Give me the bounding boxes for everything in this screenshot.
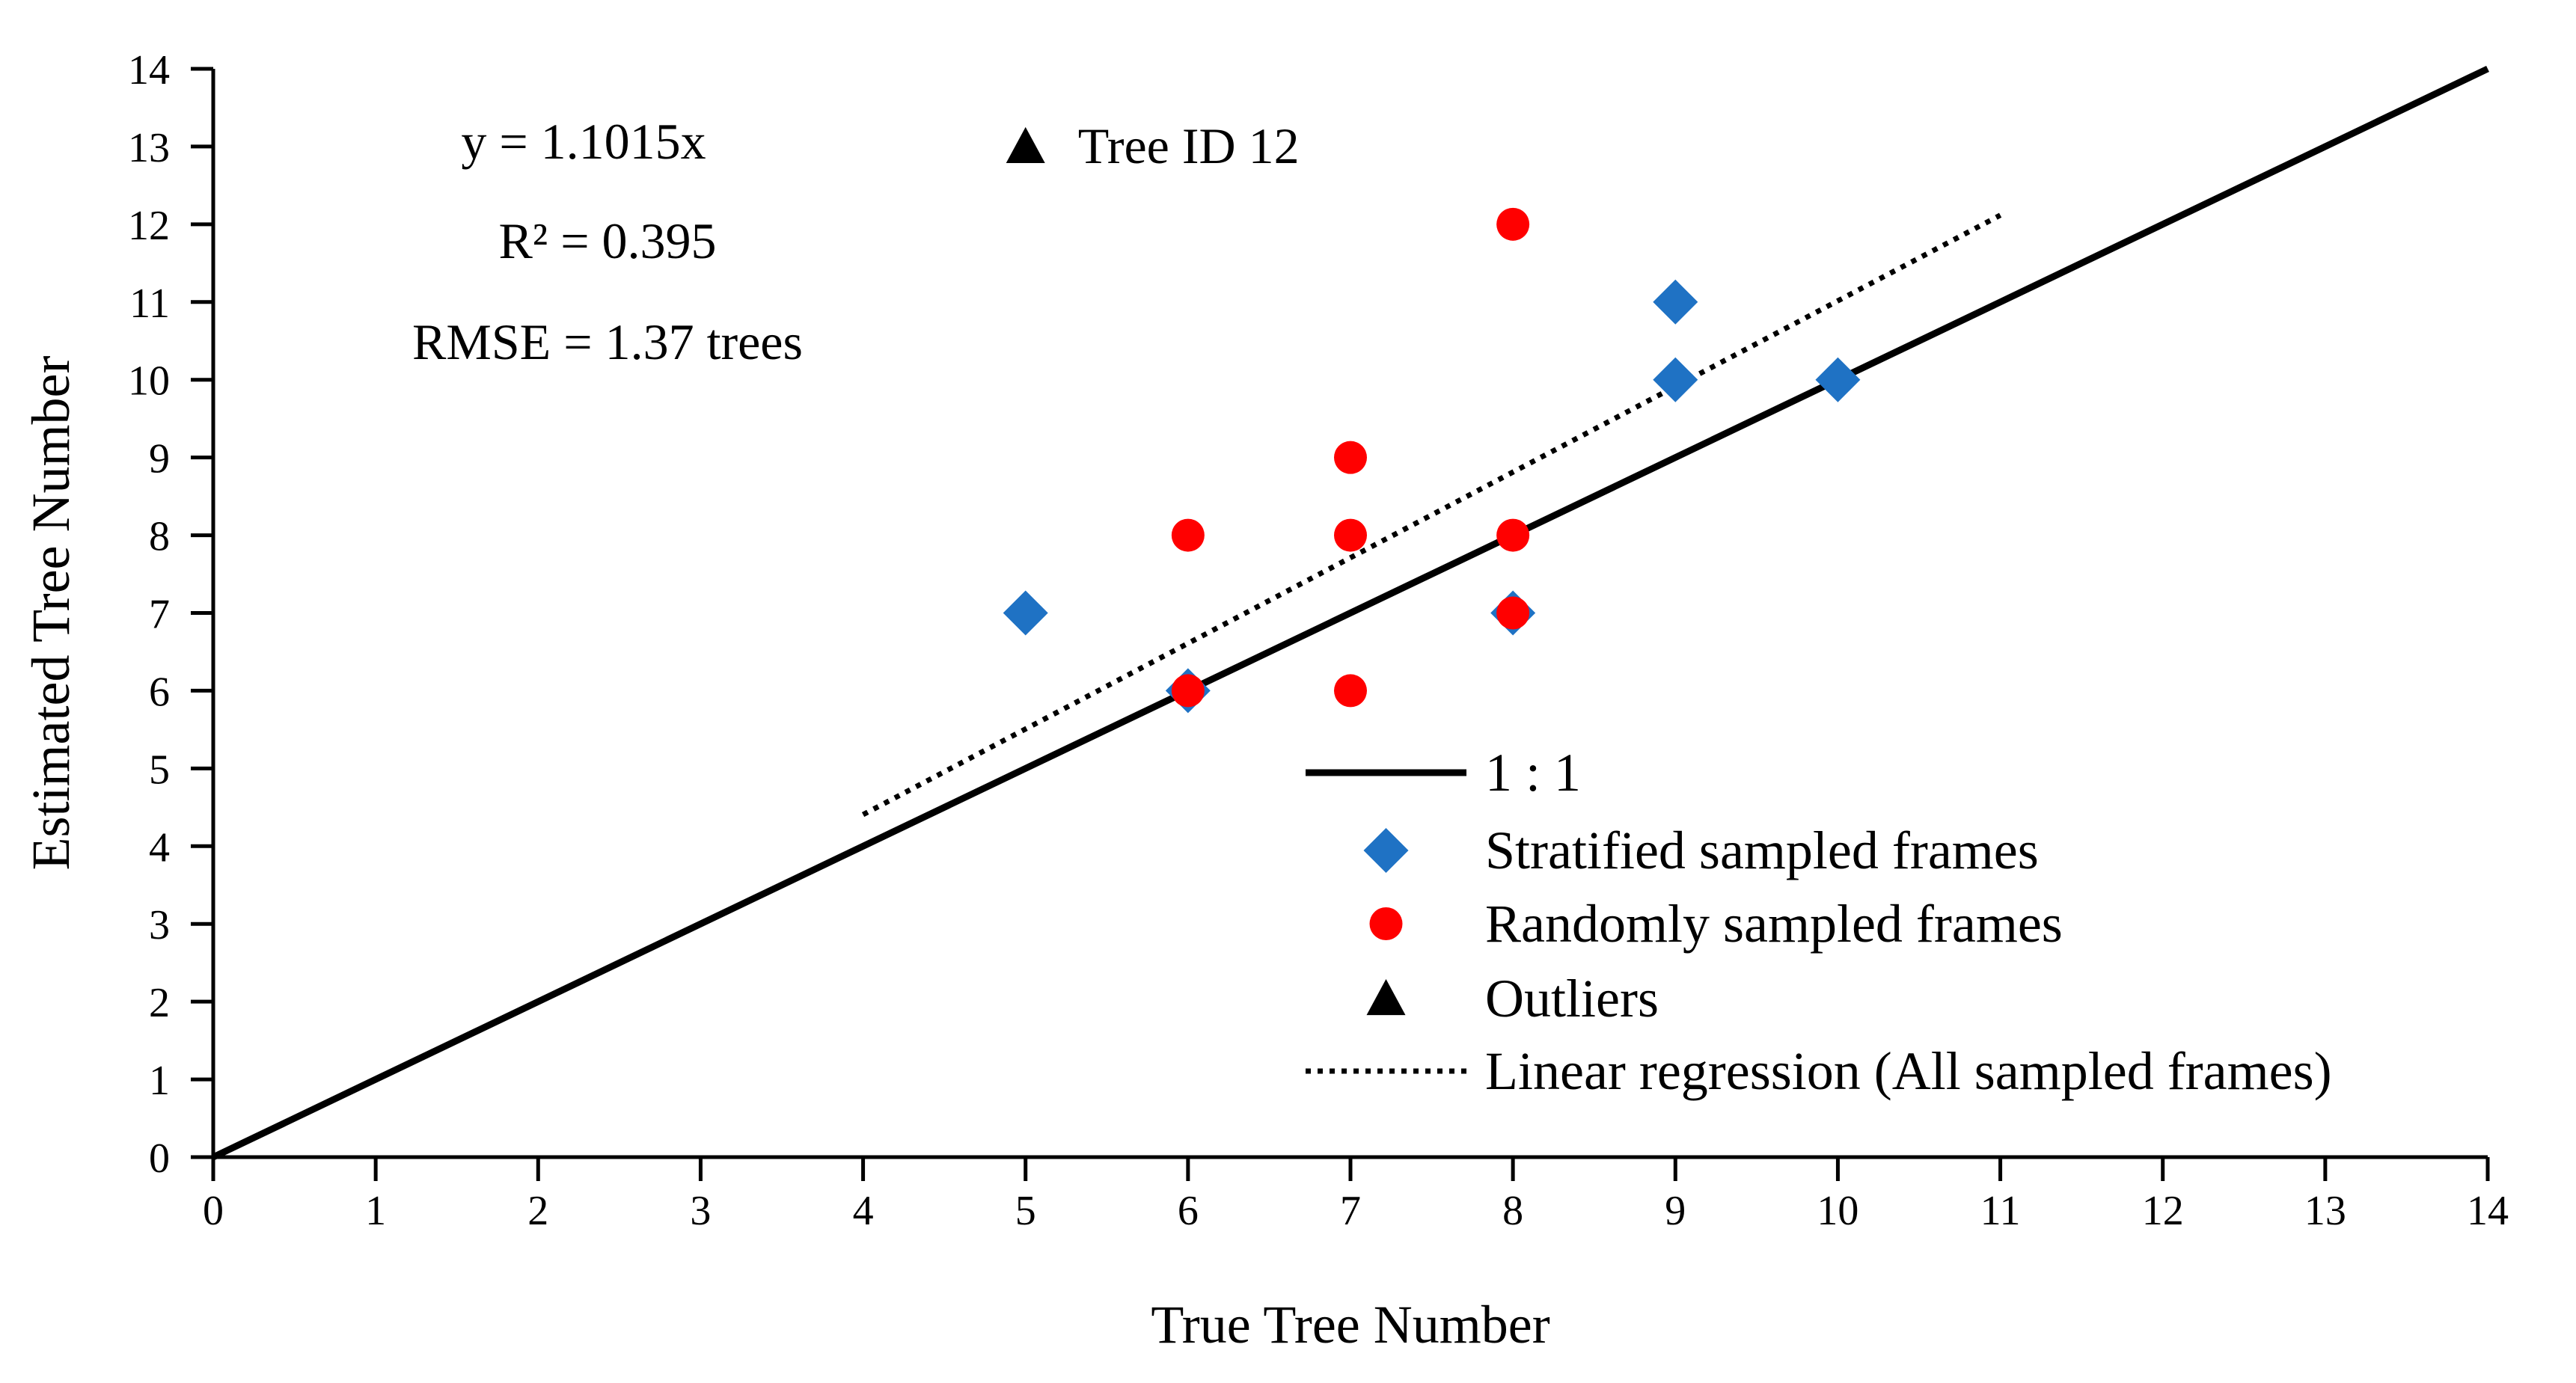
- y-tick-label: 9: [149, 436, 170, 482]
- x-tick-label: 7: [1340, 1188, 1361, 1234]
- random-point: [1496, 518, 1530, 552]
- x-tick-label: 5: [1015, 1188, 1036, 1234]
- y-tick-label: 5: [149, 746, 170, 793]
- y-tick-label: 14: [128, 47, 170, 93]
- axes-group: True Tree Number Estimated Tree Number: [21, 69, 2488, 1355]
- x-tick-label: 13: [2304, 1188, 2346, 1234]
- outlier-point-label: Tree ID 12: [1078, 117, 1300, 174]
- y-tick-label: 1: [149, 1058, 170, 1104]
- y-tick-label: 10: [128, 358, 170, 405]
- legend-random-swatch: [1369, 907, 1403, 940]
- x-tick-label: 12: [2142, 1188, 2184, 1234]
- y-tick-label: 11: [129, 280, 170, 327]
- annotations-group: Tree ID 12 y = 1.1015x R² = 0.395 RMSE = 1.…: [412, 113, 1300, 370]
- legend-outlier-swatch: [1366, 979, 1406, 1016]
- x-tick-label: 10: [1817, 1188, 1858, 1234]
- r-squared-label: R² = 0.395: [498, 212, 716, 269]
- x-tick-label: 11: [1980, 1188, 2021, 1234]
- y-tick-label: 7: [149, 592, 170, 638]
- x-tick-label: 3: [690, 1188, 711, 1234]
- stratified-point: [1653, 357, 1698, 402]
- random-point: [1334, 518, 1367, 552]
- y-tick-label: 0: [149, 1135, 170, 1182]
- legend-group: 1 : 1 Stratified sampled frames Randomly s…: [1306, 743, 2332, 1101]
- regression-equation: y = 1.1015x: [461, 113, 706, 170]
- stratified-point: [1653, 279, 1698, 325]
- stratified-point: [1003, 590, 1048, 636]
- y-tick-label: 6: [149, 669, 170, 715]
- regression-line: [861, 212, 2002, 818]
- legend-label: Randomly sampled frames: [1485, 894, 2063, 954]
- stratified-point: [1815, 357, 1861, 402]
- y-tick-label: 8: [149, 514, 170, 560]
- random-point: [1334, 441, 1367, 474]
- random-point: [1171, 674, 1205, 708]
- x-tick-label: 9: [1665, 1188, 1686, 1234]
- legend-label: Linear regression (All sampled frames): [1485, 1041, 2332, 1101]
- legend-label: 1 : 1: [1485, 743, 1581, 803]
- x-tick-label: 6: [1178, 1188, 1199, 1234]
- x-tick-label: 0: [203, 1188, 224, 1234]
- series-group: [212, 65, 2489, 1161]
- y-tick-label: 3: [149, 902, 170, 948]
- x-tick-label: 4: [853, 1188, 874, 1234]
- x-axis-title: True Tree Number: [1151, 1295, 1549, 1355]
- x-tick-label: 1: [365, 1188, 386, 1234]
- y-axis-title: Estimated Tree Number: [21, 356, 81, 871]
- x-tick-label: 8: [1502, 1188, 1523, 1234]
- random-point: [1496, 207, 1530, 241]
- y-tick-label: 2: [149, 980, 170, 1026]
- y-tick-label: 12: [128, 203, 170, 249]
- legend-label: Outliers: [1485, 969, 1659, 1028]
- rmse-label: RMSE = 1.37 trees: [412, 313, 803, 370]
- outlier-point: [1006, 126, 1045, 164]
- one-to-one-line: [212, 65, 2489, 1161]
- random-point: [1334, 674, 1367, 708]
- legend-label: Stratified sampled frames: [1485, 821, 2039, 880]
- x-tick-label: 14: [2467, 1188, 2509, 1234]
- y-tick-label: 4: [149, 824, 170, 871]
- legend-stratified-swatch: [1363, 828, 1409, 873]
- random-point: [1171, 518, 1205, 552]
- y-tick-label: 13: [128, 125, 170, 171]
- random-point: [1496, 596, 1530, 630]
- x-tick-label: 2: [527, 1188, 548, 1234]
